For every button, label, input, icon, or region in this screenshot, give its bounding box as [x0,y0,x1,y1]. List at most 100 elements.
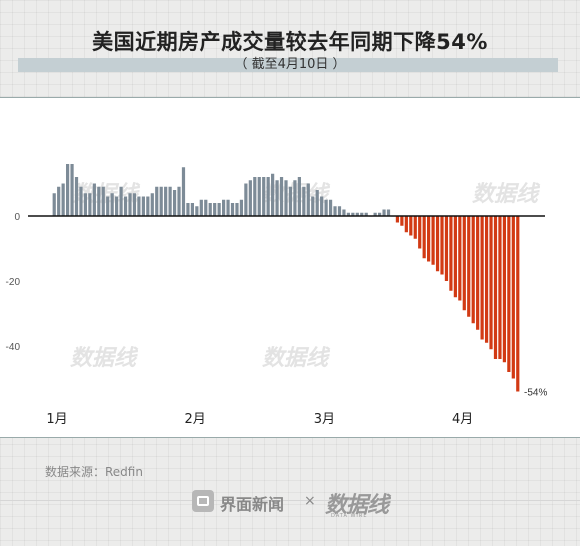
bar [511,216,515,379]
bar [92,183,96,216]
bar [493,216,498,359]
bar [351,212,355,216]
bar [409,216,413,236]
watermark-text: 数据线 [70,345,139,371]
cross-separator: × [304,493,316,509]
bar [302,186,306,216]
bar [146,196,150,216]
brand-name: 界面新闻 [220,495,285,514]
bar [471,216,475,324]
bar [271,173,275,216]
bar [52,193,56,216]
bar [123,196,128,216]
bar [476,216,480,330]
bar [458,216,462,301]
bar [79,186,83,216]
bar [213,203,217,216]
bar [128,193,132,216]
bar [386,209,391,216]
y-tick-label: 0 [14,212,20,223]
bar [141,196,145,216]
source-note: 数据来源：Redfin [45,465,143,479]
bar [413,216,417,239]
bar [449,216,453,291]
bar [70,164,74,216]
bar [66,164,70,216]
bar [462,216,466,311]
bar [480,216,484,340]
bar [244,183,248,216]
bar [279,177,284,216]
bar [382,209,386,216]
chart-subtitle: （ 截至4月10日 ） [234,57,346,72]
bar [337,206,342,216]
bar [195,206,199,216]
bar [204,199,208,216]
bar [235,203,239,216]
bar [208,203,212,216]
bar [172,190,177,216]
bar [284,180,288,216]
bar [199,199,203,216]
bar [248,180,252,216]
bar [230,203,235,216]
bar [431,216,435,265]
bar [306,183,310,216]
bar [181,167,186,216]
bar [132,193,137,216]
axis-labels: 0 -20 -40 1月 2月 3月 4月 -54% [6,212,548,427]
bar [155,186,159,216]
bar [88,193,92,216]
bar [373,212,377,216]
bar [74,177,79,216]
x-tick-label: 4月 [452,412,473,427]
datawire-logo: 数据线 [325,493,389,518]
bar [137,196,141,216]
chart-title: 美国近期房产成交量较去年同期下降54% [92,30,488,54]
footer: 界面新闻 × 数据线 DATA WIRE [0,487,580,519]
bar [288,186,293,216]
bar [311,196,315,216]
bar [164,186,168,216]
bar [106,196,110,216]
bar [502,216,507,363]
x-tick-label: 3月 [314,412,335,427]
bar [61,183,65,216]
x-tick-label: 1月 [46,412,67,427]
bars [52,164,520,392]
bar [427,216,431,262]
bar [97,186,101,216]
bar [453,216,457,298]
bar [342,209,346,216]
bar [253,177,257,216]
bar [190,203,195,216]
bar [498,216,502,359]
bar [516,216,520,392]
bar [395,216,400,223]
bar [119,186,123,216]
y-tick-label: -20 [6,277,21,288]
bar [435,216,440,272]
bar [364,212,368,216]
bar [83,193,88,216]
bar [378,212,382,216]
bar [333,206,337,216]
jiemian-logo-icon [192,490,214,512]
bar [110,193,114,216]
bar [467,216,471,317]
bar [418,216,422,249]
bar [217,203,221,216]
bar [222,199,226,216]
bar [262,177,266,216]
bar [355,212,359,216]
bar [226,199,230,216]
bar [186,203,190,216]
bar [266,177,270,216]
bar [168,186,172,216]
bar [324,199,328,216]
bar [159,186,163,216]
bar [239,199,244,216]
bar [346,212,351,216]
y-tick-label: -40 [6,342,21,353]
watermarks: 数据线数据线数据线数据线数据线 [70,181,541,371]
